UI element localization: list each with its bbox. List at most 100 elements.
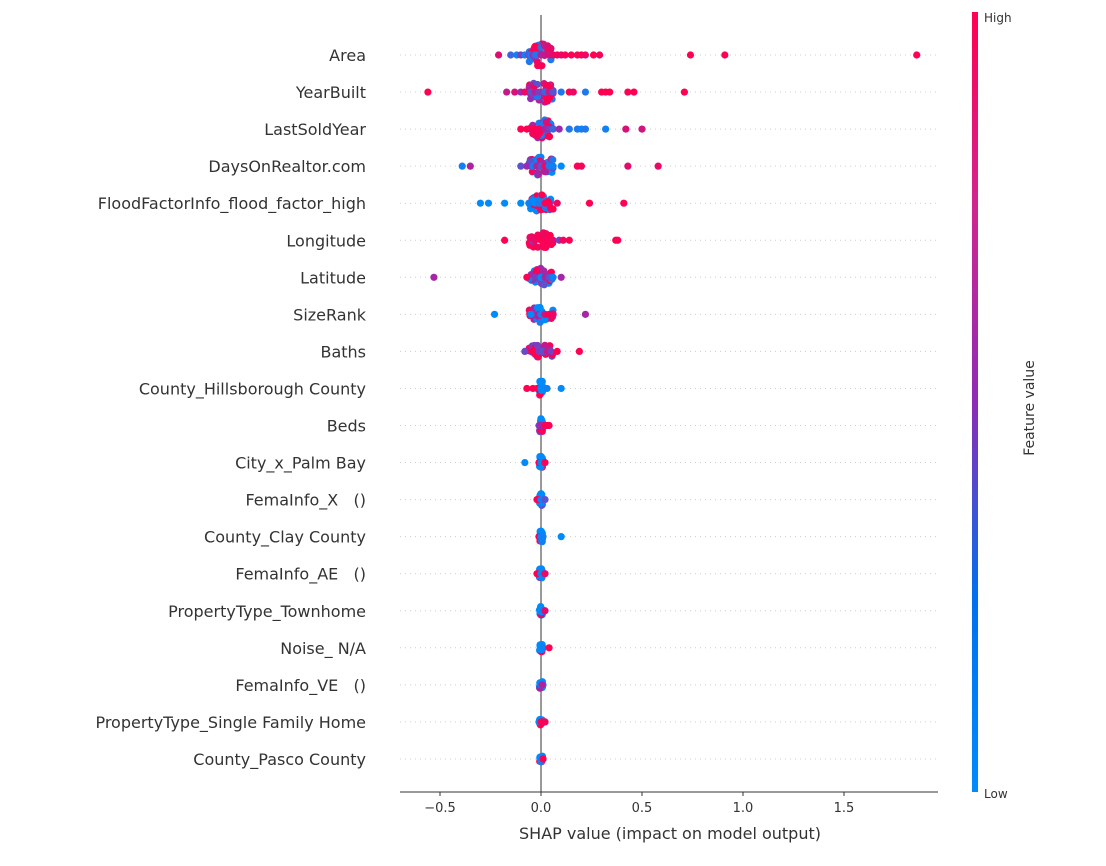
data-point xyxy=(569,88,577,96)
feature-label: SizeRank xyxy=(293,305,367,324)
data-point xyxy=(557,273,565,281)
data-point xyxy=(538,681,546,689)
feature-label: Latitude xyxy=(300,268,366,287)
data-point xyxy=(528,168,536,176)
data-point xyxy=(602,125,610,133)
data-point xyxy=(549,236,557,244)
data-point xyxy=(545,421,553,430)
data-point xyxy=(581,310,590,318)
data-point xyxy=(490,310,499,318)
data-point xyxy=(589,51,598,59)
data-point xyxy=(535,199,543,207)
feature-label: Baths xyxy=(320,342,366,361)
colorbar-low-label: Low xyxy=(984,787,1008,801)
x-tick-label: 1.5 xyxy=(834,801,855,816)
feature-label: PropertyType_Townhome xyxy=(168,602,366,622)
data-point xyxy=(541,458,549,467)
data-point xyxy=(606,88,614,96)
data-point xyxy=(466,162,474,170)
data-point xyxy=(614,236,622,244)
data-point xyxy=(539,755,547,763)
data-point xyxy=(721,51,729,59)
data-point xyxy=(595,51,604,59)
data-point xyxy=(565,236,573,244)
data-point xyxy=(680,88,689,96)
data-point xyxy=(525,199,533,207)
data-point xyxy=(567,51,575,59)
data-point xyxy=(545,199,553,207)
data-point xyxy=(544,81,552,90)
data-point xyxy=(559,236,567,244)
data-point xyxy=(545,644,553,652)
data-point xyxy=(540,267,548,275)
colorbar: High Low Feature value xyxy=(972,11,1038,801)
data-point xyxy=(539,533,547,541)
feature-label: County_Pasco County xyxy=(193,750,366,770)
data-point xyxy=(575,347,583,355)
data-point xyxy=(549,125,557,133)
feature-label: County_Clay County xyxy=(204,528,366,548)
data-point xyxy=(532,267,540,275)
data-point xyxy=(517,125,525,133)
data-point xyxy=(523,273,531,281)
data-point xyxy=(521,347,529,355)
data-point xyxy=(561,51,569,59)
data-point xyxy=(555,125,563,133)
x-tick-label: 0.0 xyxy=(531,801,552,816)
colorbar-gradient xyxy=(972,12,978,792)
data-point xyxy=(549,310,557,318)
data-point xyxy=(534,169,543,178)
data-point xyxy=(581,88,590,96)
data-point xyxy=(620,199,628,207)
data-point xyxy=(565,125,573,133)
feature-label: FloodFactorInfo_flood_factor_high xyxy=(98,194,366,214)
data-point xyxy=(517,162,525,170)
data-point xyxy=(533,132,541,140)
data-point xyxy=(581,51,590,59)
x-axis-label: SHAP value (impact on model output) xyxy=(519,824,821,843)
data-point xyxy=(531,236,539,244)
data-point xyxy=(484,199,493,207)
data-point xyxy=(541,168,550,176)
feature-labels: Area YearBuilt LastSoldYear DaysOnRealtor.c… xyxy=(95,46,366,770)
data-point xyxy=(913,51,921,59)
data-point xyxy=(458,162,466,170)
data-point xyxy=(541,718,549,726)
data-point xyxy=(549,162,557,170)
x-tick-label: −0.5 xyxy=(424,801,456,816)
feature-label: City_x_Palm Bay xyxy=(235,454,366,474)
data-point xyxy=(527,310,535,318)
feature-label: FemaInfo_VE () xyxy=(235,676,366,696)
feature-label: County_Hillsborough County xyxy=(139,379,366,399)
feature-label: FemaInfo_X () xyxy=(245,491,366,511)
data-point xyxy=(511,88,519,96)
data-point xyxy=(585,199,594,207)
grid-lines xyxy=(400,54,938,760)
data-point xyxy=(547,347,555,355)
colorbar-title: Feature value xyxy=(1022,360,1038,456)
data-point xyxy=(523,384,531,393)
data-point xyxy=(521,458,529,467)
data-point xyxy=(581,125,590,133)
points-layer xyxy=(424,40,921,766)
data-point xyxy=(557,384,565,393)
feature-label: FemaInfo_AE () xyxy=(235,565,366,585)
data-point xyxy=(494,51,503,59)
data-point xyxy=(541,496,549,504)
x-tick-label: 0.5 xyxy=(632,801,653,816)
data-point xyxy=(543,93,551,102)
data-point xyxy=(543,384,551,393)
data-point xyxy=(476,199,484,207)
feature-label: Area xyxy=(329,46,366,65)
data-point xyxy=(424,88,432,96)
data-point xyxy=(624,162,632,170)
data-point xyxy=(686,51,695,59)
data-point xyxy=(535,88,543,96)
feature-label: Longitude xyxy=(286,231,366,250)
data-point xyxy=(549,156,557,164)
data-point xyxy=(501,199,509,207)
data-point xyxy=(535,125,543,133)
data-point xyxy=(557,533,565,541)
data-point xyxy=(624,88,632,96)
data-point xyxy=(549,273,557,281)
